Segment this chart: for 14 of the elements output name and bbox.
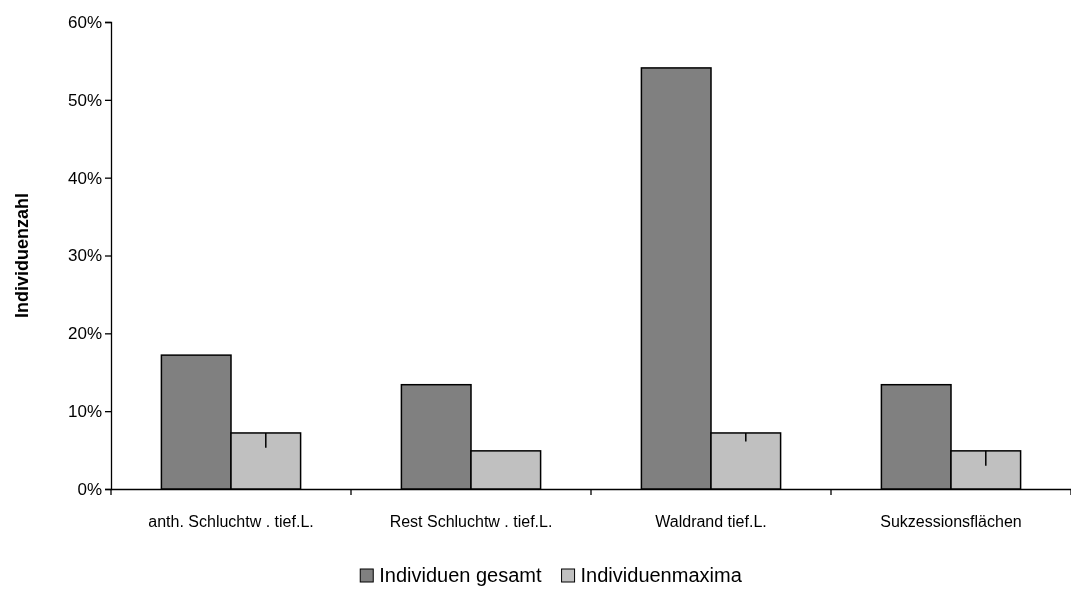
- x-tick-label: Waldrand tief.L.: [655, 513, 767, 531]
- x-tick-label: Rest Schluchtw . tief.L.: [389, 513, 553, 531]
- y-tick-label: 30%: [67, 246, 102, 266]
- legend-label: Individuenmaxima: [580, 564, 743, 586]
- y-tick-label: 60%: [67, 12, 102, 32]
- y-axis-title: Individuenzahl: [12, 192, 32, 319]
- y-tick-label: 20%: [67, 324, 102, 344]
- y-tick-label: 50%: [67, 90, 102, 110]
- y-tick-label: 10%: [67, 402, 102, 422]
- legend-label: Individuen gesamt: [379, 564, 542, 586]
- x-tick-label: Sukzessionsflächen: [880, 513, 1022, 531]
- y-tick-label: 40%: [67, 168, 102, 188]
- y-tick-label: 0%: [77, 479, 102, 499]
- x-tick-label: anth. Schluchtw . tief.L.: [148, 513, 314, 531]
